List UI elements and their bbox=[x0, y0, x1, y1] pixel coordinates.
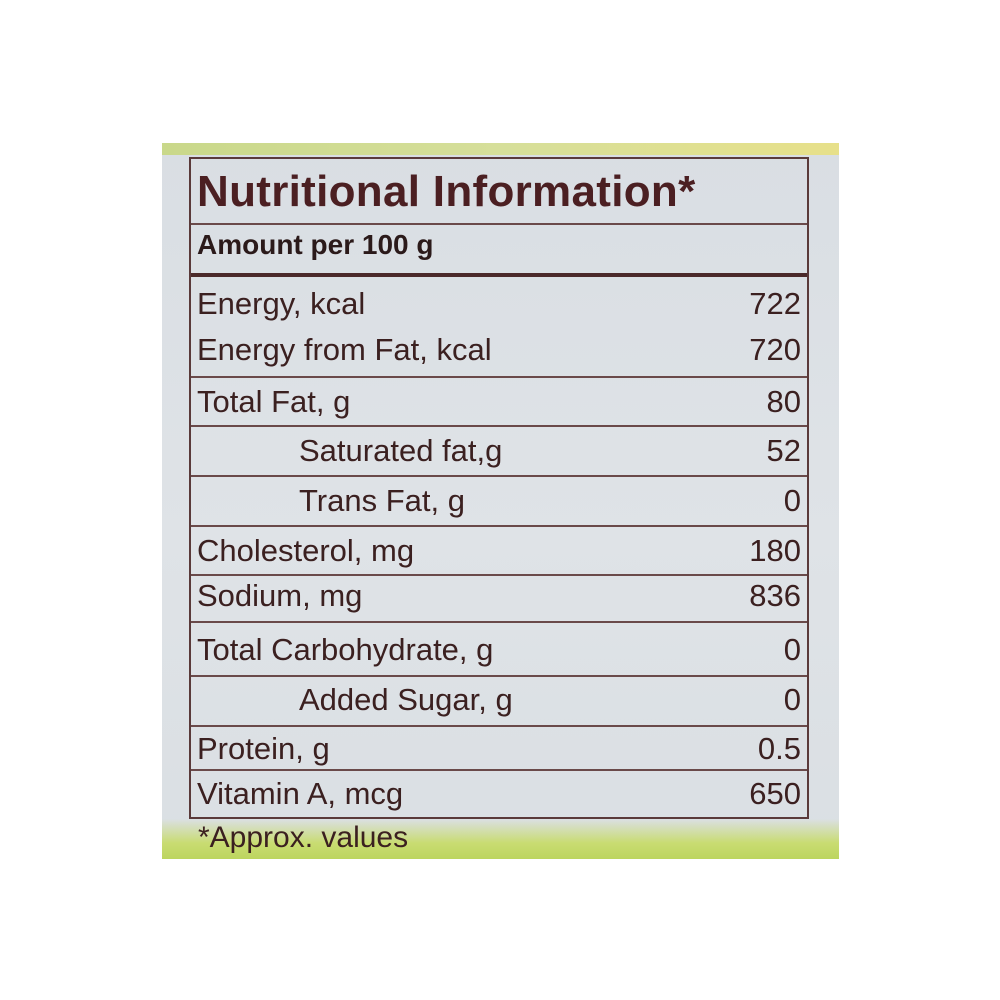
nutrient-row: Total Fat, g 80 bbox=[191, 381, 807, 423]
row-divider bbox=[191, 376, 807, 378]
header-divider bbox=[191, 273, 807, 277]
nutrient-value: 722 bbox=[749, 286, 801, 321]
nutrient-name: Protein, g bbox=[197, 731, 330, 766]
nutrient-value: 836 bbox=[749, 578, 801, 613]
nutrient-name: Total Fat, g bbox=[197, 384, 351, 419]
nutrient-value: 650 bbox=[749, 776, 801, 811]
row-divider bbox=[191, 425, 807, 427]
nutrient-value: 80 bbox=[766, 384, 801, 419]
row-divider bbox=[191, 675, 807, 677]
serving-basis: Amount per 100 g bbox=[197, 229, 434, 260]
nutrient-row: Cholesterol, mg 180 bbox=[191, 530, 807, 572]
nutrient-row: Energy from Fat, kcal 720 bbox=[191, 329, 807, 371]
row-divider bbox=[191, 769, 807, 771]
nutrient-name: Total Carbohydrate, g bbox=[197, 632, 494, 667]
nutrient-row: Sodium, mg 836 bbox=[191, 575, 807, 617]
title-divider bbox=[191, 223, 807, 225]
nutrient-value: 720 bbox=[749, 332, 801, 367]
nutrient-value: 0 bbox=[783, 682, 801, 717]
nutrient-name: Cholesterol, mg bbox=[197, 533, 415, 568]
nutrient-row: Vitamin A, mcg 650 bbox=[191, 773, 807, 815]
nutrient-name: Trans Fat, g bbox=[299, 483, 465, 518]
nutrient-name: Added Sugar, g bbox=[299, 682, 513, 717]
nutrition-label-panel: Nutritional Information* Amount per 100 … bbox=[162, 143, 839, 859]
nutrient-row: Energy, kcal 722 bbox=[191, 283, 807, 325]
nutrient-row: Trans Fat, g 0 bbox=[191, 480, 807, 522]
nutrient-name: Energy, kcal bbox=[197, 286, 366, 321]
packaging-tint-top bbox=[162, 143, 839, 155]
packaging-tint-bottom bbox=[162, 819, 839, 859]
row-divider bbox=[191, 574, 807, 576]
nutrient-value: 180 bbox=[749, 533, 801, 568]
nutrient-name: Vitamin A, mcg bbox=[197, 776, 404, 811]
nutrient-value: 52 bbox=[766, 433, 801, 468]
nutrition-facts-box: Nutritional Information* Amount per 100 … bbox=[189, 157, 809, 819]
row-divider bbox=[191, 621, 807, 623]
row-divider bbox=[191, 475, 807, 477]
nutrient-row: Protein, g 0.5 bbox=[191, 728, 807, 770]
nutrient-row: Added Sugar, g 0 bbox=[191, 679, 807, 721]
nutrient-name: Saturated fat,g bbox=[299, 433, 503, 468]
nutrient-name: Energy from Fat, kcal bbox=[197, 332, 492, 367]
nutrient-value: 0 bbox=[783, 483, 801, 518]
row-divider bbox=[191, 725, 807, 727]
footnote: *Approx. values bbox=[198, 821, 409, 854]
nutrient-row: Saturated fat,g 52 bbox=[191, 430, 807, 472]
nutrient-value: 0.5 bbox=[757, 731, 801, 766]
nutrient-row: Total Carbohydrate, g 0 bbox=[191, 629, 807, 671]
nutrient-name: Sodium, mg bbox=[197, 578, 363, 613]
nutrition-title: Nutritional Information* bbox=[197, 167, 696, 216]
row-divider bbox=[191, 525, 807, 527]
nutrient-value: 0 bbox=[783, 632, 801, 667]
